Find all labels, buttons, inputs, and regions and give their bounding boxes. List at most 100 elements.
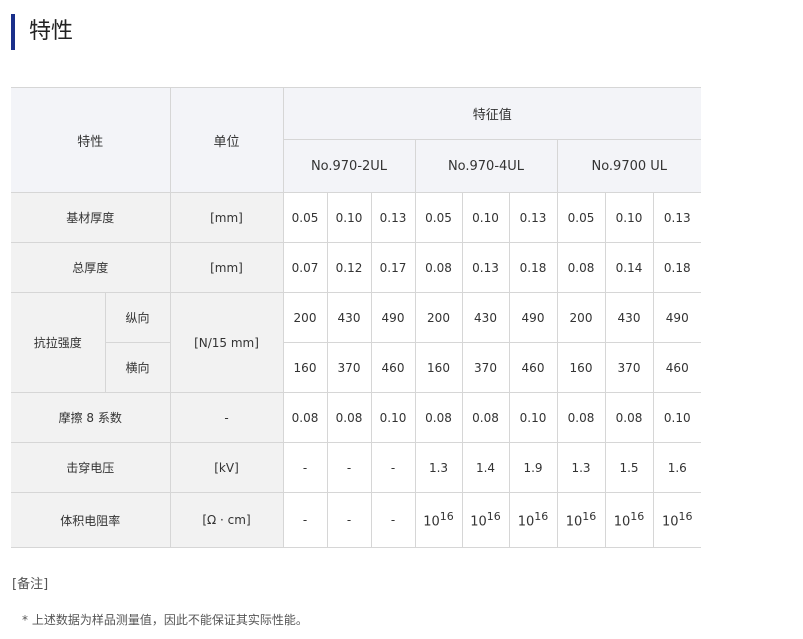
value-cell: 160 bbox=[282, 342, 328, 393]
value-cell: 0.10 bbox=[604, 192, 654, 243]
row-sublabel: 纵向 bbox=[104, 292, 171, 343]
value-base: 10 bbox=[565, 514, 583, 530]
header-product: No.9700 UL bbox=[556, 139, 701, 193]
value-cell: 1016 bbox=[508, 492, 558, 548]
value-cell: 0.08 bbox=[604, 392, 654, 443]
properties-table: 特性 单位 特征值 No.970-2UL No.970-4UL No.9700 … bbox=[11, 87, 701, 548]
value-cell: 490 bbox=[508, 292, 558, 343]
value-base: 10 bbox=[423, 514, 440, 530]
value-cell: 0.08 bbox=[461, 392, 510, 443]
header-product: No.970-4UL bbox=[414, 139, 558, 193]
value-cell: 0.08 bbox=[282, 392, 328, 443]
value-cell: 460 bbox=[508, 342, 558, 393]
value-cell: 0.13 bbox=[508, 192, 558, 243]
value-base: 10 bbox=[470, 514, 487, 530]
table-row: 体积电阻率 [Ω · cm] - - -1016 1016 1016 1016 1016 1016 bbox=[11, 492, 701, 548]
row-label: 基材厚度 bbox=[11, 192, 171, 243]
row-unit: [kV] bbox=[169, 442, 284, 493]
value-cell: 1.9 bbox=[508, 442, 558, 493]
row-unit: - bbox=[169, 392, 284, 443]
value-exponent: 16 bbox=[486, 510, 501, 524]
row-unit: [Ω · cm] bbox=[169, 492, 284, 548]
value-cell: 0.18 bbox=[652, 242, 701, 293]
value-base: 10 bbox=[613, 514, 631, 530]
value-exponent: 16 bbox=[678, 510, 693, 524]
value-cell: 0.14 bbox=[604, 242, 654, 293]
value-cell: 0.10 bbox=[370, 392, 416, 443]
row-sublabel: 横向 bbox=[105, 342, 171, 393]
row-label: 击穿电压 bbox=[11, 442, 171, 493]
value-cell: 0.10 bbox=[326, 192, 372, 243]
value-cell: 1.5 bbox=[604, 442, 654, 493]
value-cell: 200 bbox=[556, 292, 606, 343]
value-cell: 370 bbox=[604, 342, 654, 393]
value-base: 10 bbox=[517, 514, 535, 530]
value-cell: 430 bbox=[461, 292, 510, 343]
value-cell: 160 bbox=[556, 342, 606, 393]
row-label: 抗拉强度 bbox=[11, 292, 106, 393]
value-cell: - bbox=[282, 492, 328, 548]
value-cell: 1016 bbox=[461, 492, 510, 548]
value-cell: 160 bbox=[414, 342, 463, 393]
value-cell: 490 bbox=[370, 292, 416, 343]
value-cell: 0.13 bbox=[370, 192, 416, 243]
row-label: 摩擦 8 系数 bbox=[11, 392, 171, 443]
value-cell: - bbox=[282, 442, 328, 493]
value-cell: 0.08 bbox=[556, 392, 606, 443]
value-cell: 430 bbox=[326, 292, 372, 343]
value-cell: 200 bbox=[414, 292, 463, 343]
value-cell: 0.12 bbox=[326, 242, 372, 293]
value-cell: 0.05 bbox=[414, 192, 463, 243]
value-cell: 0.08 bbox=[414, 242, 463, 293]
table-row: 总厚度 [mm] 0.07 0.12 0.17 0.08 0.13 0.18 0.08 0.14 0… bbox=[11, 242, 701, 293]
value-exponent: 16 bbox=[534, 510, 549, 524]
value-cell: 0.13 bbox=[461, 242, 510, 293]
value-cell: 0.10 bbox=[652, 392, 701, 443]
value-cell: - bbox=[370, 442, 416, 493]
value-cell: 460 bbox=[652, 342, 701, 393]
row-label: 总厚度 bbox=[11, 242, 171, 293]
table-row: 击穿电压 [kV] - - -1.3 1.4 1.9 1.3 1.5 1.6 bbox=[11, 442, 701, 493]
value-cell: 0.13 bbox=[652, 192, 701, 243]
table-row: 基材厚度 [mm] 0.05 0.10 0.13 0.05 0.10 0.13 0.05 0.10… bbox=[11, 192, 701, 243]
row-unit: [mm] bbox=[169, 192, 284, 243]
value-cell: - bbox=[370, 492, 416, 548]
table-row: 抗拉强度 纵向 [N/15 mm] 200 430 490 200 430 490 200 430 4… bbox=[11, 292, 701, 393]
value-cell: 0.10 bbox=[508, 392, 558, 443]
value-cell: 0.08 bbox=[414, 392, 463, 443]
value-cell: 0.05 bbox=[282, 192, 328, 243]
value-base: 10 bbox=[661, 514, 679, 530]
value-cell: - bbox=[326, 442, 372, 493]
value-cell: 1.6 bbox=[652, 442, 701, 493]
value-cell: - bbox=[326, 492, 372, 548]
value-cell: 0.07 bbox=[282, 242, 328, 293]
note-label: [备注] bbox=[12, 577, 49, 592]
table-row: 摩擦 8 系数 -0.08 0.08 0.10 0.08 0.08 0.10 0.08 0.08… bbox=[11, 392, 701, 443]
header-unit: 单位 bbox=[169, 87, 284, 193]
value-cell: 370 bbox=[326, 342, 372, 393]
value-cell: 430 bbox=[604, 292, 654, 343]
footnote: * 上述数据为样品测量值，因此不能保证其实际性能。 bbox=[22, 613, 308, 627]
value-exponent: 16 bbox=[582, 510, 597, 524]
value-cell: 1.3 bbox=[414, 442, 463, 493]
value-cell: 200 bbox=[282, 292, 328, 343]
header-characteristic: 特性 bbox=[11, 87, 171, 193]
value-cell: 0.18 bbox=[508, 242, 558, 293]
value-cell: 490 bbox=[652, 292, 701, 343]
value-cell: 0.17 bbox=[370, 242, 416, 293]
value-cell: 0.08 bbox=[326, 392, 372, 443]
value-cell: 1.4 bbox=[461, 442, 510, 493]
header-values: 特征值 bbox=[282, 87, 701, 140]
value-exponent: 16 bbox=[630, 510, 645, 524]
value-cell: 460 bbox=[370, 342, 416, 393]
value-cell: 0.05 bbox=[556, 192, 606, 243]
value-cell: 1016 bbox=[414, 492, 463, 548]
row-unit: [mm] bbox=[169, 242, 284, 293]
value-cell: 1016 bbox=[652, 492, 701, 548]
value-cell: 1016 bbox=[604, 492, 654, 548]
row-label: 体积电阻率 bbox=[11, 492, 171, 548]
value-cell: 370 bbox=[461, 342, 510, 393]
value-cell: 0.08 bbox=[556, 242, 606, 293]
value-cell: 0.10 bbox=[461, 192, 510, 243]
value-exponent: 16 bbox=[439, 510, 454, 524]
